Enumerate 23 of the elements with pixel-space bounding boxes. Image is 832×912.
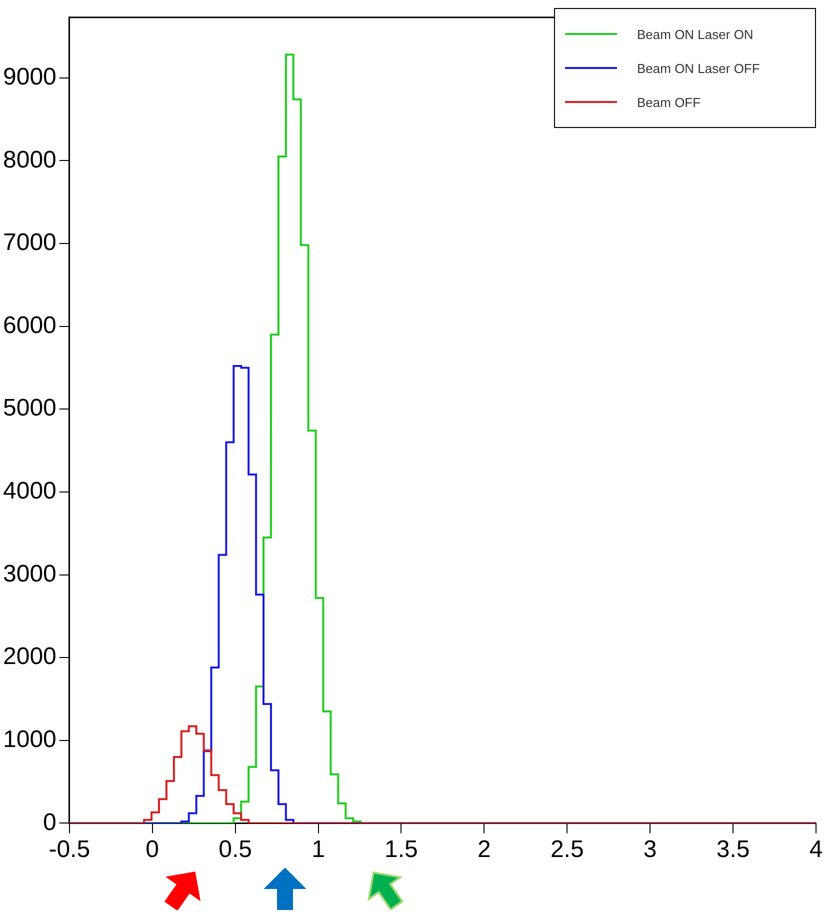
y-tick-label: 7000 [3, 229, 56, 256]
y-tick-label: 2000 [3, 643, 56, 670]
x-tick-label: 3 [643, 836, 657, 864]
y-tick-label: 1000 [3, 726, 56, 754]
x-tick-label: 0.5 [218, 836, 252, 864]
x-tick-label: 1.5 [384, 836, 418, 864]
y-tick-label: 8000 [3, 146, 56, 174]
x-tick-label: 2 [477, 836, 491, 864]
y-tick-label: 5000 [3, 394, 56, 422]
x-tick-label: 3.5 [716, 836, 750, 864]
legend-label: Beam ON Laser OFF [637, 60, 760, 76]
y-tick-label: 0 [43, 808, 56, 836]
legend-label: Beam ON Laser ON [637, 26, 754, 42]
x-tick-label: 4 [809, 836, 823, 864]
x-tick-label: 2.5 [550, 836, 584, 864]
y-tick-label: 9000 [3, 63, 56, 90]
x-tick-label: 1 [312, 836, 325, 864]
y-tick-label: 3000 [3, 560, 56, 588]
x-tick-label: -0.5 [48, 836, 90, 864]
y-tick-label: 4000 [3, 478, 56, 505]
x-tick-label: 0 [146, 836, 160, 864]
y-tick-label: 6000 [3, 312, 56, 339]
legend-label: Beam OFF [637, 94, 701, 110]
